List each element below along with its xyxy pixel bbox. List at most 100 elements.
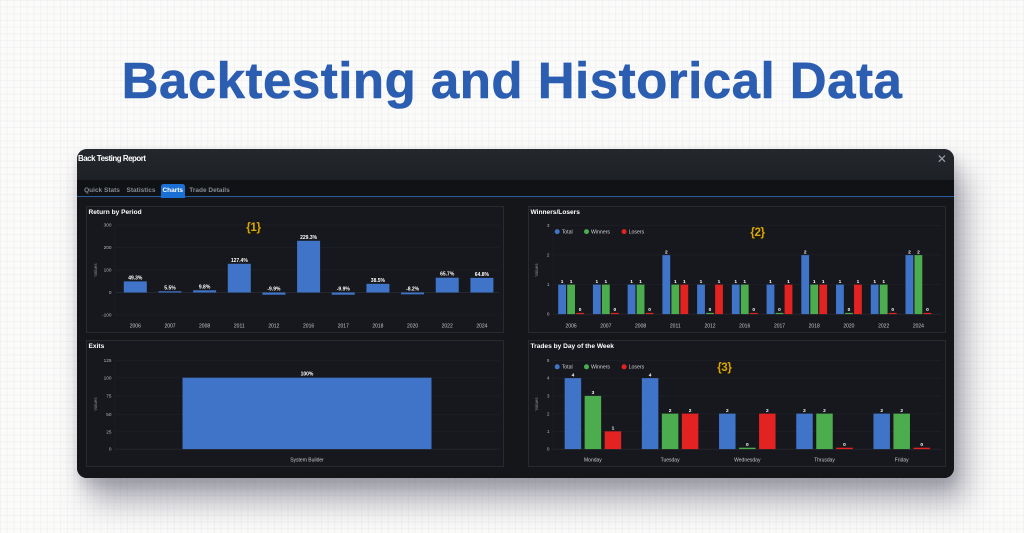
svg-text:2016: 2016	[303, 323, 314, 329]
svg-text:2: 2	[546, 411, 549, 416]
svg-text:2: 2	[803, 249, 806, 255]
svg-text:1: 1	[882, 278, 885, 284]
svg-text:1: 1	[673, 278, 676, 284]
svg-text:0: 0	[648, 307, 651, 313]
svg-text:2: 2	[823, 407, 826, 413]
svg-text:0: 0	[752, 307, 755, 313]
svg-text:2012: 2012	[704, 323, 715, 329]
svg-text:Exits: Exits	[88, 343, 104, 350]
svg-text:0: 0	[920, 441, 923, 447]
svg-text:Losers: Losers	[628, 364, 644, 370]
svg-text:49.3%: 49.3%	[128, 275, 143, 281]
svg-text:2008: 2008	[199, 323, 210, 329]
svg-text:Values: Values	[93, 262, 98, 276]
svg-text:2012: 2012	[268, 323, 279, 329]
svg-text:Winners/Losers: Winners/Losers	[530, 209, 580, 216]
svg-text:Losers: Losers	[628, 229, 644, 235]
svg-text:2: 2	[917, 249, 920, 255]
svg-text:-9.9%: -9.9%	[336, 286, 350, 292]
svg-text:0: 0	[745, 441, 748, 447]
svg-text:125: 125	[103, 358, 111, 363]
svg-text:0: 0	[578, 307, 581, 313]
svg-text:1: 1	[604, 278, 607, 284]
svg-text:1: 1	[821, 278, 824, 284]
svg-text:2011: 2011	[669, 323, 680, 329]
svg-text:2: 2	[668, 407, 671, 413]
svg-text:1: 1	[546, 282, 549, 287]
svg-text:2024: 2024	[912, 323, 923, 329]
svg-text:1: 1	[856, 278, 859, 284]
svg-text:2: 2	[664, 249, 667, 255]
svg-text:Winners: Winners	[591, 229, 610, 235]
svg-text:0: 0	[108, 446, 111, 451]
svg-text:2: 2	[880, 407, 883, 413]
svg-text:2020: 2020	[843, 323, 854, 329]
svg-text:System Builder: System Builder	[290, 457, 324, 463]
svg-text:2022: 2022	[878, 323, 889, 329]
svg-text:1: 1	[812, 278, 815, 284]
svg-text:75: 75	[106, 393, 112, 398]
svg-text:2: 2	[900, 407, 903, 413]
svg-text:2017: 2017	[337, 323, 348, 329]
svg-text:2007: 2007	[600, 323, 611, 329]
svg-text:1: 1	[639, 278, 642, 284]
svg-text:2: 2	[688, 407, 691, 413]
svg-text:1: 1	[838, 278, 841, 284]
svg-text:2: 2	[546, 252, 549, 257]
svg-text:1: 1	[873, 278, 876, 284]
svg-text:3: 3	[546, 223, 549, 228]
svg-text:2: 2	[765, 407, 768, 413]
svg-text:2018: 2018	[372, 323, 383, 329]
svg-text:Thrusday: Thrusday	[814, 457, 835, 463]
svg-text:1: 1	[569, 278, 572, 284]
svg-text:2011: 2011	[233, 323, 244, 329]
svg-text:-9.9%: -9.9%	[267, 286, 281, 292]
svg-text:0: 0	[926, 307, 929, 313]
svg-text:Return by Period: Return by Period	[88, 209, 141, 216]
svg-text:Tuesday: Tuesday	[660, 457, 679, 463]
svg-text:50: 50	[106, 412, 112, 417]
svg-text:5.5%: 5.5%	[164, 285, 176, 291]
svg-text:2020: 2020	[407, 323, 418, 329]
svg-text:229.3%: 229.3%	[300, 234, 318, 240]
svg-text:2024: 2024	[476, 323, 487, 329]
svg-text:100: 100	[103, 267, 111, 272]
svg-text:25: 25	[106, 429, 112, 434]
svg-text:4: 4	[571, 372, 574, 378]
svg-text:1: 1	[560, 278, 563, 284]
svg-text:1: 1	[682, 278, 685, 284]
svg-text:2017: 2017	[773, 323, 784, 329]
svg-text:Total: Total	[561, 229, 572, 235]
svg-text:Wednesday: Wednesday	[734, 457, 761, 463]
svg-text:1: 1	[699, 278, 702, 284]
svg-text:0: 0	[778, 307, 781, 313]
svg-text:-8.2%: -8.2%	[406, 286, 420, 292]
svg-text:1: 1	[595, 278, 598, 284]
svg-text:64.8%: 64.8%	[474, 271, 489, 277]
svg-text:Total: Total	[561, 364, 572, 370]
svg-text:Values: Values	[534, 262, 539, 276]
svg-text:2006: 2006	[565, 323, 576, 329]
svg-text:38.5%: 38.5%	[370, 277, 385, 283]
svg-text:200: 200	[103, 245, 111, 250]
svg-text:4: 4	[546, 375, 549, 380]
svg-text:1: 1	[743, 278, 746, 284]
svg-text:4: 4	[648, 372, 651, 378]
svg-text:0: 0	[847, 307, 850, 313]
svg-text:2016: 2016	[739, 323, 750, 329]
svg-text:1: 1	[769, 278, 772, 284]
svg-text:2: 2	[725, 407, 728, 413]
svg-text:3: 3	[546, 393, 549, 398]
svg-text:1: 1	[546, 429, 549, 434]
svg-text:1: 1	[717, 278, 720, 284]
svg-text:Trades by Day of the Week: Trades by Day of the Week	[530, 343, 614, 350]
svg-text:2007: 2007	[164, 323, 175, 329]
svg-text:1: 1	[630, 278, 633, 284]
svg-text:100%: 100%	[300, 371, 313, 377]
svg-text:Values: Values	[534, 396, 539, 410]
svg-text:2006: 2006	[129, 323, 140, 329]
svg-text:0: 0	[108, 290, 111, 295]
svg-text:0: 0	[891, 307, 894, 313]
svg-text:2: 2	[908, 249, 911, 255]
svg-text:1: 1	[611, 425, 614, 431]
